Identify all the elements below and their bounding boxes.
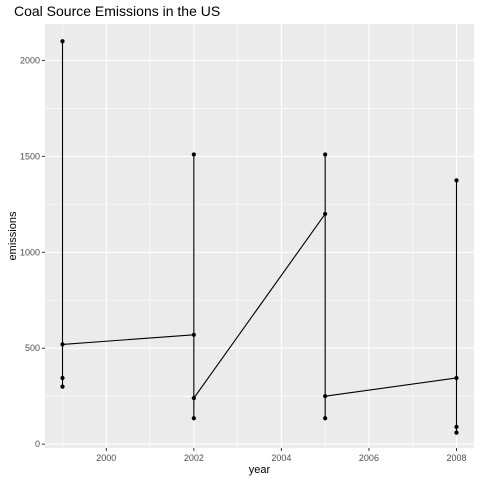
data-point [323,211,328,217]
x-axis-title: year [249,464,271,476]
data-point [454,178,459,183]
y-axis: 0 500 1000 1500 2000 [20,55,45,449]
data-point [60,342,65,347]
data-point [323,394,328,399]
x-tick-label: 2000 [96,453,116,463]
data-point [60,384,65,389]
x-tick-label: 2008 [446,453,466,463]
data-point [191,332,196,337]
data-point [191,396,196,401]
y-tick-label: 0 [35,439,40,449]
x-tick-label: 2004 [271,453,291,463]
data-point [191,152,196,157]
data-point [60,39,65,44]
x-tick-label: 2006 [359,453,379,463]
data-layer [60,39,459,435]
y-axis-title: emissions [7,211,19,260]
series-line [61,41,458,433]
plot-panel [45,24,474,448]
x-tick-label: 2002 [184,453,204,463]
data-point [191,416,196,421]
data-point [454,375,459,381]
data-point [454,430,459,435]
y-tick-label: 1000 [20,247,40,257]
data-point [323,152,328,157]
y-tick-label: 500 [25,343,40,353]
y-tick-label: 2000 [20,55,40,65]
data-point [60,375,65,381]
y-tick-label: 1500 [20,151,40,161]
chart-title: Coal Source Emissions in the US [14,3,220,19]
data-point [454,424,459,429]
data-point [323,416,328,421]
x-axis: 2000 2002 2004 2006 2008 [96,448,467,463]
